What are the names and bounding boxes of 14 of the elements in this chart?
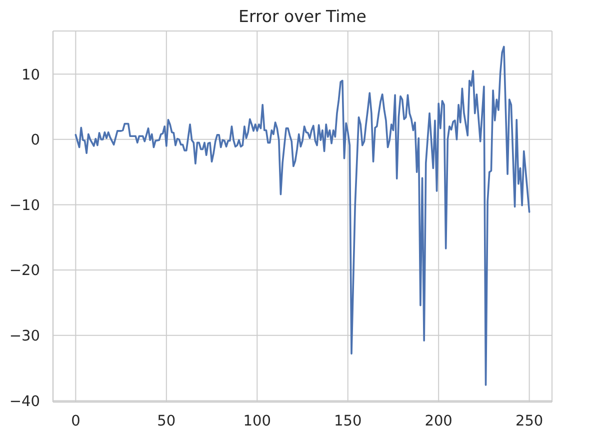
y-tick-label: −10	[9, 198, 40, 214]
y-tick-label: −40	[9, 394, 40, 410]
chart-title: Error over Time	[238, 6, 368, 28]
y-tick-label: 0	[30, 132, 40, 149]
y-tick-label: −30	[9, 328, 40, 345]
x-tick-label: 100	[243, 413, 271, 430]
x-tick-label: 0	[71, 413, 80, 430]
x-tick-label: 250	[515, 413, 544, 430]
y-tick-label: −20	[9, 263, 40, 280]
line-series	[74, 46, 530, 386]
x-tick-label: 150	[334, 413, 362, 430]
x-tick-label: 200	[424, 413, 452, 430]
x-tick-label: 50	[157, 413, 176, 430]
y-tick-label: 10	[22, 67, 40, 84]
